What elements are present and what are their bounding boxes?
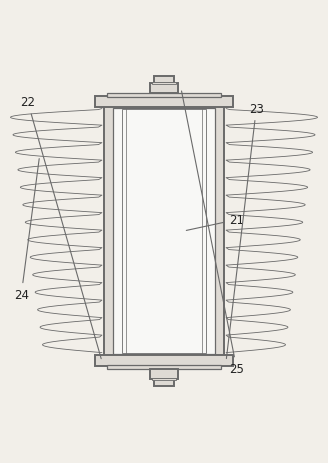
Text: 24: 24	[14, 159, 39, 301]
Text: 25: 25	[181, 92, 244, 375]
Bar	[107, 365, 221, 369]
Bar	[104, 106, 224, 357]
Bar	[113, 109, 215, 354]
Bar	[152, 378, 176, 380]
Bar	[152, 82, 176, 85]
Bar	[150, 369, 178, 379]
Text: 22: 22	[20, 96, 101, 359]
Bar	[107, 94, 221, 98]
Bar	[95, 97, 233, 108]
Text: 21: 21	[186, 213, 244, 231]
Bar	[95, 355, 233, 366]
Bar	[150, 84, 178, 94]
Bar	[122, 109, 206, 354]
Bar	[154, 379, 174, 386]
Text: 23: 23	[226, 103, 264, 359]
Bar	[154, 77, 174, 84]
